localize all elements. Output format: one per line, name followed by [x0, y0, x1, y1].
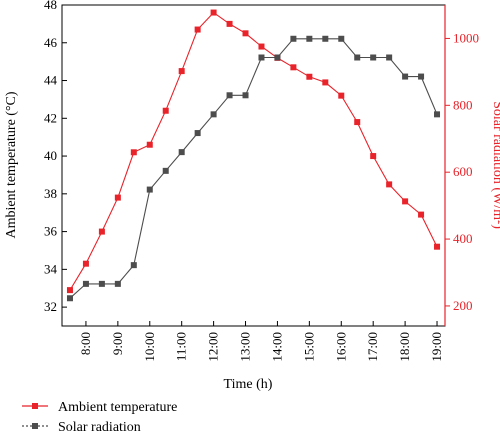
data-point-ambient-temperature: [322, 79, 329, 86]
data-point-solar-radiation: [274, 54, 281, 61]
y-left-tick-label: 34: [44, 261, 58, 276]
y-left-tick-label: 36: [44, 224, 58, 239]
data-point-ambient-temperature: [306, 73, 313, 80]
data-point-ambient-temperature: [146, 141, 153, 148]
x-tick-label: 10:00: [142, 332, 157, 362]
data-point-solar-radiation: [386, 54, 393, 61]
data-point-solar-radiation: [306, 35, 313, 42]
data-point-solar-radiation: [402, 73, 409, 80]
y-right-tick-label: 200: [453, 298, 473, 313]
y-axis-right: 200 400 600 800 1000: [444, 5, 479, 326]
data-point-solar-radiation: [194, 130, 201, 137]
x-tick-label: 11:00: [174, 332, 189, 361]
y-axis-left-title: Ambient temperature (°C): [4, 91, 19, 238]
y-left-tick-label: 42: [44, 110, 57, 125]
x-tick-label: 9:00: [110, 332, 125, 355]
plot-frame: [61, 4, 446, 327]
data-point-ambient-temperature: [130, 149, 137, 156]
x-tick-label: 17:00: [365, 332, 380, 362]
x-axis-title: Time (h): [224, 377, 273, 392]
data-point-solar-radiation: [82, 280, 89, 287]
x-tick-label: 16:00: [333, 332, 348, 362]
data-point-solar-radiation: [66, 295, 73, 302]
data-point-solar-radiation: [258, 54, 265, 61]
x-axis: 8:00 9:00 10:00 11:00 12:00 13:00 14:00 15:00 16…: [78, 321, 444, 362]
data-point-ambient-temperature: [114, 194, 121, 201]
y-left-tick-label: 38: [44, 186, 57, 201]
x-tick-label: 19:00: [429, 332, 444, 362]
y-right-tick-label: 600: [453, 164, 473, 179]
y-right-tick-label: 1000: [453, 30, 479, 45]
data-point-solar-radiation: [146, 186, 153, 193]
y-left-tick-label: 40: [44, 148, 57, 163]
data-point-ambient-temperature: [290, 64, 297, 71]
data-point-ambient-temperature: [210, 9, 217, 16]
y-right-tick-label: 800: [453, 97, 473, 112]
series-layer: [66, 9, 441, 302]
data-point-ambient-temperature: [402, 198, 409, 205]
x-tick-label: 8:00: [78, 332, 93, 355]
data-point-solar-radiation: [434, 111, 441, 118]
data-point-solar-radiation: [242, 92, 249, 99]
legend-label-solar-radiation: Solar radiation: [58, 420, 141, 435]
data-point-solar-radiation: [290, 35, 297, 42]
legend: Ambient temperature Solar radiation: [22, 400, 177, 435]
data-point-solar-radiation: [98, 280, 105, 287]
series-line-ambient-temperature: [69, 11, 438, 291]
series-line-solar-radiation: [69, 38, 438, 299]
data-point-ambient-temperature: [82, 260, 89, 267]
data-point-ambient-temperature: [386, 181, 393, 188]
data-point-ambient-temperature: [370, 153, 377, 160]
y-left-tick-label: 32: [44, 299, 57, 314]
data-point-solar-radiation: [130, 262, 137, 269]
data-point-ambient-temperature: [354, 119, 361, 126]
x-tick-label: 15:00: [301, 332, 316, 362]
x-tick-label: 14:00: [269, 332, 284, 362]
data-point-solar-radiation: [162, 167, 169, 174]
y-axis-right-title: Solar radiation (W/m²): [490, 101, 500, 229]
data-point-ambient-temperature: [258, 43, 265, 50]
data-point-ambient-temperature: [226, 20, 233, 27]
data-point-ambient-temperature: [242, 30, 249, 37]
x-tick-label: 18:00: [397, 332, 412, 362]
data-point-solar-radiation: [338, 35, 345, 42]
legend-label-ambient-temperature: Ambient temperature: [58, 400, 177, 415]
data-point-solar-radiation: [354, 54, 361, 61]
data-point-ambient-temperature: [338, 92, 345, 99]
data-point-ambient-temperature: [178, 68, 185, 75]
x-tick-label: 13:00: [238, 332, 253, 362]
data-point-solar-radiation: [210, 111, 217, 118]
data-point-solar-radiation: [114, 280, 121, 287]
legend-marker-ambient-temperature: [32, 403, 38, 409]
data-point-ambient-temperature: [66, 287, 73, 294]
y-left-tick-label: 46: [44, 35, 58, 50]
data-point-ambient-temperature: [434, 243, 441, 250]
data-point-solar-radiation: [370, 54, 377, 61]
data-point-ambient-temperature: [194, 26, 201, 33]
data-point-solar-radiation: [226, 92, 233, 99]
data-point-solar-radiation: [178, 149, 185, 156]
y-axis-left: 32 34 36 38 40 42 44 46 48: [44, 0, 67, 314]
data-point-solar-radiation: [322, 35, 329, 42]
y-left-tick-label: 48: [44, 0, 57, 12]
data-point-ambient-temperature: [162, 107, 169, 114]
y-left-tick-label: 44: [44, 73, 58, 88]
data-point-ambient-temperature: [98, 228, 105, 235]
legend-item-ambient-temperature: Ambient temperature: [22, 400, 177, 415]
x-tick-label: 12:00: [206, 332, 221, 362]
data-point-ambient-temperature: [418, 211, 425, 218]
data-point-solar-radiation: [418, 73, 425, 80]
y-right-tick-label: 400: [453, 231, 473, 246]
legend-marker-solar-radiation: [32, 423, 38, 429]
legend-item-solar-radiation: Solar radiation: [22, 420, 141, 435]
